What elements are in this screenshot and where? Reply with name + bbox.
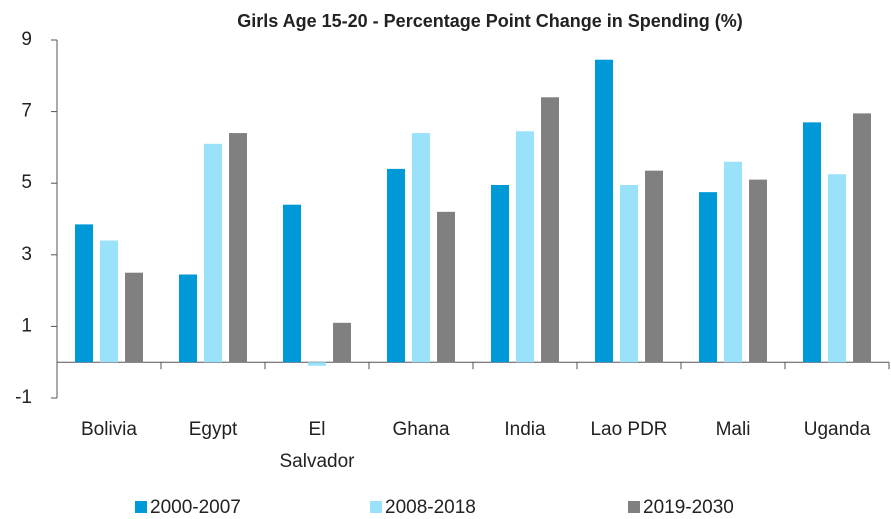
bar — [179, 274, 197, 363]
legend-swatch — [628, 501, 640, 513]
x-tick-label: Lao PDR — [590, 419, 667, 440]
bar — [749, 179, 767, 363]
legend-swatch — [135, 501, 147, 513]
bar — [204, 143, 222, 363]
bar — [491, 184, 509, 363]
x-tick-label-line: Salvador — [280, 451, 356, 472]
x-tick-label: Egypt — [189, 419, 238, 440]
bar — [283, 204, 301, 363]
bar — [412, 133, 430, 363]
legend-label: 2008-2018 — [385, 497, 476, 518]
legend-label: 2019-2030 — [643, 497, 734, 518]
y-tick-label: 9 — [21, 29, 32, 50]
chart-title: Girls Age 15-20 - Percentage Point Chang… — [237, 11, 742, 31]
bar — [541, 97, 559, 363]
y-tick-label: 5 — [21, 172, 32, 193]
x-tick-label: Uganda — [804, 419, 871, 440]
y-tick-label: -1 — [15, 387, 32, 408]
bar — [75, 224, 93, 363]
bar — [699, 192, 717, 363]
bar — [229, 133, 247, 363]
bar — [333, 322, 351, 363]
bar — [308, 362, 326, 366]
bar — [387, 168, 405, 363]
bar — [724, 161, 742, 363]
x-tick-label: India — [504, 419, 546, 440]
y-tick-label: 7 — [21, 101, 32, 122]
legend-label: 2000-2007 — [150, 497, 241, 518]
y-tick-label: 1 — [21, 315, 32, 336]
bar — [828, 174, 846, 363]
bar — [803, 122, 821, 363]
bar — [645, 170, 663, 363]
bar — [516, 131, 534, 363]
x-tick-label: Ghana — [392, 419, 449, 440]
bar — [853, 113, 871, 363]
y-tick-label: 3 — [21, 244, 32, 265]
x-tick-label: Bolivia — [81, 419, 137, 440]
x-tick-label-line: El — [309, 419, 326, 440]
x-tick-label: Mali — [716, 419, 751, 440]
legend-swatch — [370, 501, 382, 513]
bar — [125, 272, 143, 363]
bar — [595, 59, 613, 363]
x-tick-label: El Salvador — [280, 419, 356, 472]
bar — [100, 240, 118, 363]
bar — [620, 184, 638, 363]
bar — [437, 211, 455, 363]
